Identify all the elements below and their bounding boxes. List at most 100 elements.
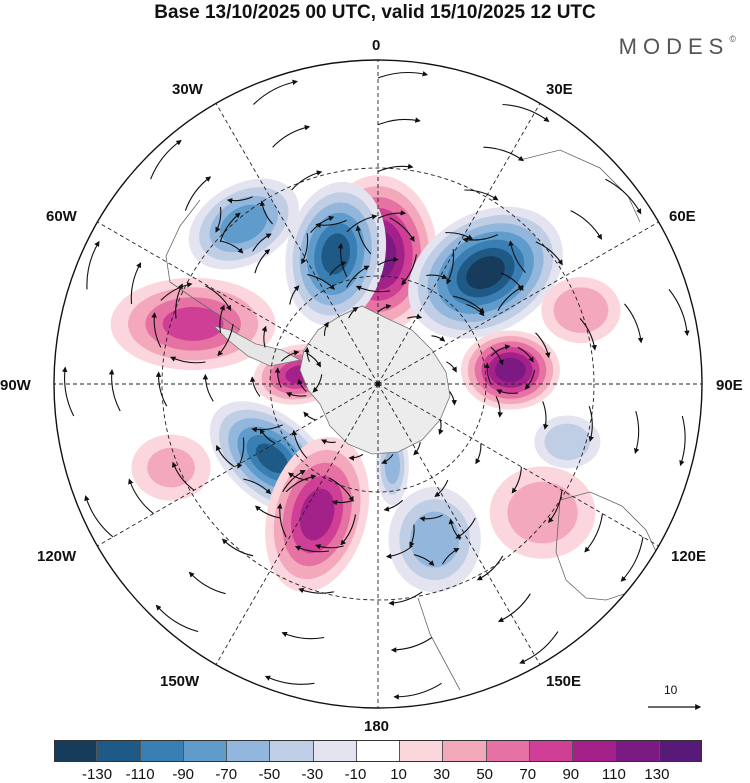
- anomaly-contour: [507, 481, 578, 544]
- south-pole-dot: [375, 381, 381, 387]
- colorbar-swatch: [356, 740, 401, 762]
- streamline-arrow: [455, 517, 476, 539]
- lon-label-150w: 150W: [160, 673, 200, 690]
- streamline-arrow: [446, 249, 455, 285]
- streamline-arrow: [377, 71, 429, 79]
- antarctica-landmass: [212, 305, 451, 455]
- anomaly-contour: [147, 447, 195, 488]
- streamline-arrow: [331, 499, 354, 506]
- streamline-arrow: [535, 332, 551, 359]
- streamline-arrow: [264, 675, 315, 685]
- streamline-arrow: [434, 479, 449, 497]
- colorbar-swatch: [54, 740, 98, 762]
- negative-anomaly-center: [534, 415, 601, 469]
- anomaly-contour: [544, 423, 591, 461]
- anomaly-contour: [495, 357, 526, 383]
- colorbar-swatch: [486, 740, 530, 762]
- streamline-arrow: [502, 103, 550, 122]
- streamline-arrow: [171, 461, 195, 491]
- streamline-arrow: [390, 637, 433, 653]
- streamline-arrow: [500, 272, 524, 291]
- colorbar-frame: [54, 740, 702, 762]
- colorbar-swatch: [659, 740, 702, 762]
- streamline-arrow: [426, 273, 448, 279]
- streamline-arrow: [285, 474, 317, 493]
- streamline-arrow: [445, 232, 474, 240]
- streamline-arrow: [337, 243, 348, 278]
- negative-anomaly-center: [388, 486, 481, 593]
- streamline-arrow: [220, 240, 244, 254]
- wind-streamlines: [61, 71, 690, 700]
- streamline-arrow: [355, 285, 390, 293]
- streamline-arrow: [285, 392, 307, 398]
- meridian-line: [377, 221, 659, 385]
- streamline-arrow: [175, 283, 183, 319]
- colorbar-swatch: [140, 740, 184, 762]
- colorbar-tick-label: -70: [215, 766, 238, 783]
- colorbar-tick-label: -130: [82, 766, 113, 783]
- reference-vector-label: 10: [664, 683, 678, 697]
- colorbar-swatch: [573, 740, 617, 762]
- meridian-line: [215, 103, 379, 385]
- positive-anomaly-center: [489, 466, 596, 559]
- lon-label-0: 0: [372, 37, 381, 54]
- colorbar-tick-label: 130: [644, 766, 670, 783]
- streamline-arrow: [276, 503, 287, 538]
- streamline-arrow: [490, 344, 511, 357]
- streamline-arrow: [377, 117, 421, 126]
- colorbar-tick-label: -90: [172, 766, 195, 783]
- streamline-arrow: [328, 477, 354, 503]
- streamline-arrow: [282, 470, 306, 493]
- colorbar-tick-label: 90: [562, 766, 580, 783]
- streamline-arrow: [304, 346, 310, 363]
- meridian-line: [377, 103, 541, 385]
- streamline-arrow: [401, 254, 417, 286]
- streamline-arrow: [679, 415, 686, 467]
- streamline-arrow: [340, 514, 357, 546]
- streamline-arrow: [169, 356, 206, 364]
- streamline-arrow: [476, 555, 504, 581]
- colorbar-swatch: [270, 740, 314, 762]
- streamline-arrow: [385, 545, 413, 559]
- meridian-line: [377, 383, 659, 547]
- streamline-arrow: [466, 303, 485, 317]
- streamline-arrow: [508, 240, 526, 273]
- colorbar-swatch: [400, 740, 444, 762]
- streamline-arrow: [291, 170, 323, 191]
- lon-label-60e: 60E: [669, 208, 696, 225]
- streamline-arrow: [409, 524, 415, 548]
- streamline-arrow: [383, 499, 404, 512]
- streamline-arrow: [548, 490, 563, 524]
- colorbar-tick-label: -110: [125, 766, 155, 783]
- lon-label-30w: 30W: [172, 81, 203, 98]
- brand-text: MODES: [618, 34, 730, 59]
- streamline-arrow: [289, 285, 300, 305]
- streamline-arrow: [274, 367, 282, 388]
- streamline-arrow: [464, 189, 499, 201]
- streamline-arrow: [219, 304, 225, 333]
- negative-anomaly-center: [188, 178, 299, 270]
- streamline-arrow: [446, 361, 457, 373]
- streamline-arrow: [442, 548, 460, 565]
- streamline-arrow: [128, 478, 154, 515]
- streamline-arrow: [431, 335, 446, 342]
- streamline-arrow: [490, 346, 504, 366]
- streamline-arrow: [261, 325, 267, 348]
- streamline-arrow: [226, 196, 253, 204]
- streamline-arrow: [150, 139, 182, 180]
- streamline-arrow: [346, 265, 370, 288]
- streamline-arrow: [259, 200, 274, 225]
- colorbar-tick-label: 50: [476, 766, 493, 783]
- colorbar-tick-label: -10: [344, 766, 367, 783]
- streamline-arrow: [584, 513, 604, 553]
- streamline-arrow: [237, 437, 245, 469]
- lon-label-90w: 90W: [0, 377, 31, 394]
- lon-label-120w: 120W: [37, 548, 77, 565]
- streamline-arrow: [517, 346, 534, 363]
- streamline-arrow: [205, 285, 232, 311]
- streamline-arrow: [315, 544, 344, 550]
- streamline-arrow: [497, 593, 531, 623]
- streamline-arrow: [294, 545, 330, 553]
- lon-label-180: 180: [364, 718, 390, 735]
